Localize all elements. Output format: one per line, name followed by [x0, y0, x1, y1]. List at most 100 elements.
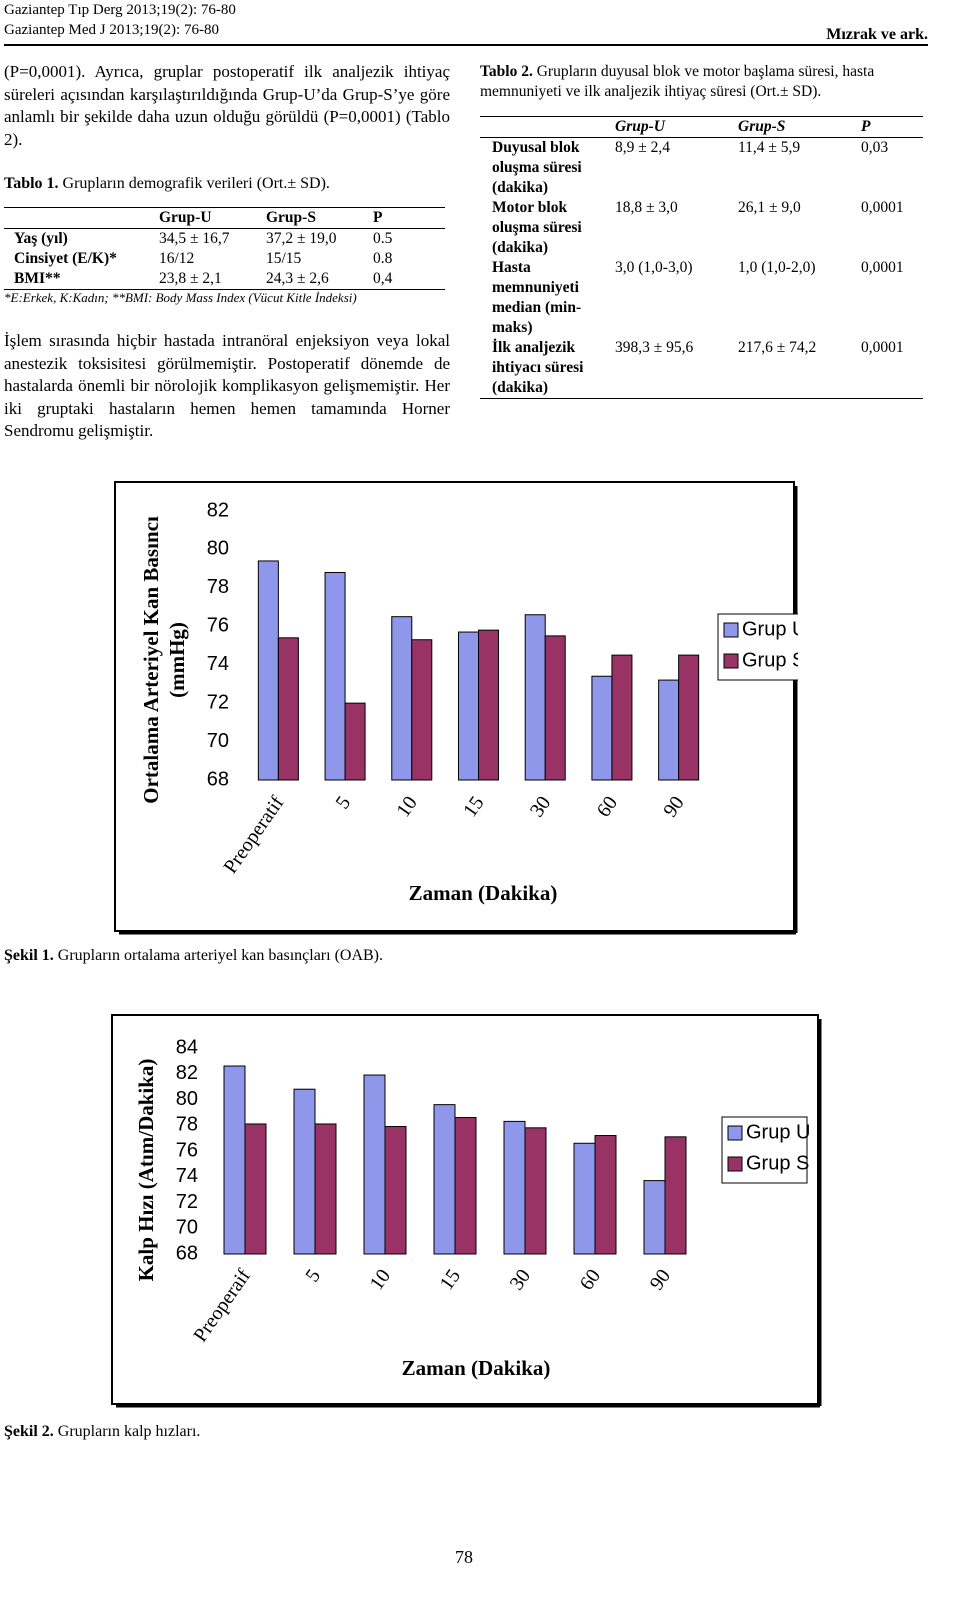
cell-text: 0,0001: [861, 259, 904, 276]
table-cell: 16/12: [159, 250, 195, 267]
bar: [314, 1123, 337, 1255]
cell-text: 26,1 ± 9,0: [738, 199, 801, 216]
table-label: Tablo 2.: [480, 63, 533, 80]
table-cell: 0,03: [861, 138, 923, 199]
table-cell: 18,8 ± 3,0: [615, 198, 738, 258]
bar: [478, 629, 500, 781]
table-cell: 0,0001: [861, 338, 923, 399]
header-cell: P: [861, 118, 871, 135]
y-tick-label: 76: [207, 615, 229, 637]
legend-swatch: [723, 653, 739, 669]
table-row: Cinsiyet (E/K)* 16/12 15/15 0.8: [4, 249, 445, 269]
bar: [293, 1088, 316, 1255]
cell-text: 1,0 (1,0-2,0): [738, 259, 816, 276]
row-label: Hasta memnuniyeti median (min-maks): [480, 258, 615, 338]
cell-text: 0,0001: [861, 199, 904, 216]
table-cell: 0.8: [373, 250, 393, 267]
figure-caption: Şekil 2. Grupların kalp hızları.: [4, 1422, 200, 1442]
bar: [363, 1074, 386, 1255]
y-tick-label: 82: [207, 499, 229, 521]
cell-text: 0,0001: [861, 339, 904, 356]
row-label: İlk analjezik ihtiyacı süresi (dakika): [480, 338, 615, 399]
caption-text: Grupların duyusal blok ve motor başlama …: [480, 63, 875, 100]
row-label-text: İlk analjezik ihtiyacı süresi (dakika): [492, 339, 584, 396]
legend-label: Grup S: [742, 649, 798, 671]
table-cell: 217,6 ± 74,2: [738, 338, 861, 399]
table-cell: 34,5 ± 16,7: [159, 230, 230, 247]
bar: [664, 1136, 687, 1255]
bar: [223, 1065, 246, 1255]
table-cell: 23,8 ± 2,1: [159, 270, 222, 287]
row-label: Yaş (yıl): [14, 230, 68, 247]
y-tick-label: 82: [176, 1062, 198, 1084]
caption-text: Grupların kalp hızları.: [57, 1423, 201, 1440]
journal-line: Gaziantep Tıp Derg 2013;19(2): 76-80: [4, 2, 236, 18]
header-cell: P: [373, 209, 383, 226]
bar: [591, 675, 613, 781]
y-tick-label: 76: [176, 1139, 198, 1161]
figure-label: Şekil 1.: [4, 947, 54, 964]
header-cell: [4, 208, 159, 229]
y-tick-label: 74: [207, 653, 229, 675]
legend-label: Grup S: [746, 1152, 809, 1174]
legend-swatch: [727, 1156, 743, 1172]
bar: [524, 614, 546, 781]
legend-swatch: [723, 622, 739, 638]
bar: [544, 635, 566, 781]
bar: [324, 571, 346, 781]
row-label-text: Duyusal blok oluşma süresi (dakika): [492, 139, 582, 196]
header-row: Grup-U Grup-S P: [4, 208, 445, 229]
table: Grup-U Grup-S P Yaş (yıl) 34,5 ± 16,7 37,2 ± …: [4, 207, 445, 290]
figure-caption: Şekil 1. Grupların ortalama arteriyel ka…: [4, 946, 383, 966]
bar: [257, 560, 279, 781]
row-label-text: Hasta memnuniyeti median (min-maks): [492, 259, 582, 336]
bar: [454, 1117, 477, 1255]
legend-label: Grup U: [746, 1121, 810, 1143]
table-cell: 24,3 ± 2,6: [266, 270, 329, 287]
table-cell: 8,9 ± 2,4: [615, 138, 738, 199]
y-tick-label: 70: [207, 730, 229, 752]
table-row: Motor blok oluşma süresi (dakika) 18,8 ± …: [480, 198, 923, 258]
table-row: İlk analjezik ihtiyacı süresi (dakika) 39…: [480, 338, 923, 399]
y-axis-label: Ortalama Arteriyel Kan Basıncı: [139, 516, 163, 804]
author-header: Mızrak ve ark.: [826, 26, 928, 43]
y-tick-label: 68: [176, 1242, 198, 1264]
table-note: *E:Erkek, K:Kadın; **BMI: Body Mass Inde…: [4, 290, 357, 305]
bar: [411, 639, 433, 781]
table-label: Tablo 1.: [4, 175, 59, 192]
journal-line: Gaziantep Med J 2013;19(2): 76-80: [4, 22, 219, 38]
table-cell: 37,2 ± 19,0: [266, 230, 337, 247]
bar: [503, 1120, 526, 1255]
y-tick-label: 74: [176, 1165, 198, 1187]
y-tick-label: 68: [207, 768, 229, 790]
paragraph: İşlem sırasında hiçbir hastada intranöra…: [4, 331, 450, 440]
row-label: BMI**: [14, 270, 61, 287]
table-cell: 0,0001: [861, 258, 923, 338]
bar: [391, 616, 413, 781]
y-tick-label: 70: [176, 1217, 198, 1239]
bar: [643, 1180, 666, 1255]
table-cell: 26,1 ± 9,0: [738, 198, 861, 258]
table: Grup-U Grup-S P Duyusal blok oluşma süresi …: [480, 116, 923, 399]
header-cell: Grup-U: [615, 118, 665, 135]
caption-text: Grupların ortalama arteriyel kan basınçl…: [57, 947, 383, 964]
y-tick-label: 80: [207, 538, 229, 560]
legend-label: Grup U: [742, 618, 798, 640]
table-row: Duyusal blok oluşma süresi (dakika) 8,9 ±…: [480, 138, 923, 199]
bar: [244, 1123, 267, 1255]
row-label: Duyusal blok oluşma süresi (dakika): [480, 138, 615, 199]
table-cell: 1,0 (1,0-2,0): [738, 258, 861, 338]
header-cell: [480, 117, 615, 138]
legend-swatch: [727, 1125, 743, 1141]
y-tick-label: 84: [176, 1036, 198, 1058]
table-row: Hasta memnuniyeti median (min-maks) 3,0 (…: [480, 258, 923, 338]
cell-text: 398,3 ± 95,6: [615, 339, 694, 356]
y-tick-label: 78: [207, 576, 229, 598]
y-tick-label: 80: [176, 1088, 198, 1110]
table-cell: 398,3 ± 95,6: [615, 338, 738, 399]
header-cell: Grup-S: [738, 118, 786, 135]
x-axis-label: Zaman (Dakika): [402, 1356, 551, 1380]
table-cell: 0,0001: [861, 198, 923, 258]
